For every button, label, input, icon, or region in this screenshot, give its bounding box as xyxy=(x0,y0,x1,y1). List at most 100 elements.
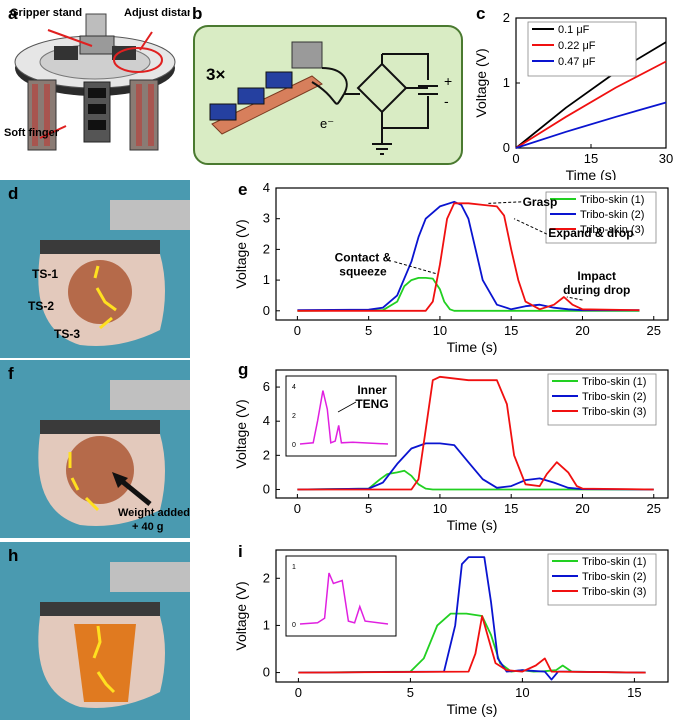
x-tick-label: 5 xyxy=(365,323,372,338)
y-tick-label: 4 xyxy=(263,413,270,428)
legend-box xyxy=(547,373,657,426)
x-tick-label: 15 xyxy=(504,501,518,516)
panel-label-f: f xyxy=(8,364,14,383)
inset-tick-label: 0 xyxy=(292,622,296,629)
y-axis-label: Voltage (V) xyxy=(233,219,249,288)
label-ts2: TS-2 xyxy=(28,299,54,313)
legend-label: 0.1 μF xyxy=(558,24,590,36)
y-tick-label: 0 xyxy=(263,665,270,680)
x-tick-label: 5 xyxy=(407,685,414,700)
annotation-contact: Contact & xyxy=(335,251,392,265)
legend-label: Tribo-skin (1) xyxy=(582,376,646,388)
annotation-grasp: Grasp xyxy=(523,195,558,209)
plot-frame xyxy=(275,549,669,683)
series-line xyxy=(298,556,646,681)
x-tick-label: 15 xyxy=(504,323,518,338)
multiplier-label: 3× xyxy=(206,65,225,84)
legend-label: Tribo-skin (3) xyxy=(582,586,646,598)
plus-sign: + xyxy=(444,73,452,89)
electron-label: e⁻ xyxy=(320,116,334,131)
legend-label: Tribo-skin (2) xyxy=(582,571,646,583)
label-gripper-stand: Gripper stand xyxy=(10,7,82,19)
legend-label: Tribo-skin (1) xyxy=(582,556,646,568)
gripper-cad-drawing: Gripper stand Adjust distance Soft finge… xyxy=(4,7,190,151)
y-tick-label: 2 xyxy=(263,447,270,462)
panel-label-h: h xyxy=(8,546,19,565)
photo-d-gripper-ball: TS-1 TS-2 TS-3 xyxy=(0,180,190,358)
series-line xyxy=(298,615,646,674)
y-tick-label: 6 xyxy=(263,379,270,394)
tribo-skin-pads xyxy=(209,41,323,135)
panel-label-b: b xyxy=(192,4,203,23)
y-tick-label: 0 xyxy=(263,303,270,318)
x-tick-label: 0 xyxy=(294,323,301,338)
copper-ball xyxy=(66,436,134,504)
y-tick-label: 1 xyxy=(263,272,270,287)
x-tick-label: 10 xyxy=(515,685,529,700)
series-line xyxy=(515,41,667,149)
x-tick-label: 10 xyxy=(433,323,447,338)
y-axis-label: Voltage (V) xyxy=(473,48,489,117)
series-line xyxy=(297,469,654,491)
legend-label: Tribo-skin (2) xyxy=(580,209,644,221)
annotation-arrow xyxy=(513,218,548,235)
x-tick-label: 20 xyxy=(575,323,589,338)
photo-h-gripper-cup xyxy=(0,542,190,720)
x-tick-label: 0 xyxy=(294,501,301,516)
legend-label: Tribo-skin (3) xyxy=(580,224,644,236)
soft-finger xyxy=(27,79,57,151)
annotation-expand-drop: Expand & drop xyxy=(548,226,633,240)
y-tick-label: 1 xyxy=(263,617,270,632)
panel-label-g: g xyxy=(238,360,249,379)
panel-label-c: c xyxy=(476,4,486,23)
legend-label: Tribo-skin (2) xyxy=(582,391,646,403)
series-line xyxy=(297,442,654,491)
series-line xyxy=(515,60,667,149)
adjust-highlight-circle xyxy=(113,47,163,73)
y-tick-label: 0 xyxy=(503,140,510,155)
x-tick-label: 5 xyxy=(365,501,372,516)
photo-f-gripper-weight: Weight added + 40 g xyxy=(0,360,190,538)
series-line xyxy=(515,101,667,149)
annotation-squeeze: squeeze xyxy=(339,265,387,279)
annotation-arrow xyxy=(488,201,522,204)
annotation-during-drop: during drop xyxy=(563,283,630,297)
y-tick-label: 2 xyxy=(263,570,270,585)
legend-label: 0.47 μF xyxy=(558,56,596,68)
chart-c: 0 15 30 0 1 2 Time (s) Voltage (V) 0.1 μF 0.22 μF… xyxy=(473,10,673,180)
label-ts1: TS-1 xyxy=(32,267,58,281)
series-line xyxy=(297,202,640,312)
capacitor xyxy=(418,85,438,95)
legend-box xyxy=(547,553,657,606)
inset-tick-label: 0 xyxy=(292,442,296,449)
annotation-arrow xyxy=(394,261,438,275)
series-line xyxy=(297,277,640,312)
y-tick-label: 3 xyxy=(263,211,270,226)
bridge-rectifier xyxy=(356,53,429,144)
y-tick-label: 4 xyxy=(263,180,270,195)
label-adjust-distance: Adjust distance xyxy=(124,7,190,19)
y-tick-label: 1 xyxy=(503,75,510,90)
y-tick-label: 2 xyxy=(503,10,510,25)
panel-label-i: i xyxy=(238,542,243,561)
y-tick-label: 0 xyxy=(263,481,270,496)
label-soft-finger: Soft finger xyxy=(4,127,60,139)
x-tick-label: 0 xyxy=(512,151,519,166)
annotation-impact: Impact xyxy=(577,269,616,283)
x-tick-label: 0 xyxy=(295,685,302,700)
inset-tick-label: 1 xyxy=(292,564,296,571)
x-axis-label: Time (s) xyxy=(566,167,617,180)
x-tick-label: 25 xyxy=(647,323,661,338)
plot-frame xyxy=(275,369,669,499)
inset-label-teng: TENG xyxy=(355,397,388,411)
plot-frame xyxy=(275,187,669,321)
label-ts3: TS-3 xyxy=(54,327,80,341)
series-line xyxy=(297,375,654,491)
x-tick-label: 20 xyxy=(575,501,589,516)
y-axis-label: Voltage (V) xyxy=(233,581,249,650)
panel-label-d: d xyxy=(8,184,19,203)
chart-e: 0 5 10 15 20 25 0 1 2 3 4 Time (s) Voltage (V) Tribo-… xyxy=(233,180,669,355)
x-tick-label: 15 xyxy=(584,151,598,166)
